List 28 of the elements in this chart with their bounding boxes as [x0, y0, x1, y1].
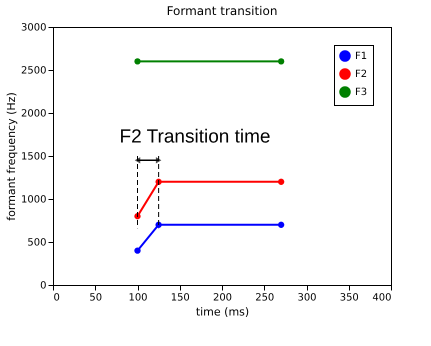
legend-label: F2 — [355, 69, 368, 80]
x-tick-label: 200 — [212, 292, 232, 304]
y-tick-label: 2000 — [21, 108, 46, 120]
x-tick-label: 100 — [128, 292, 148, 304]
y-tick-label: 1500 — [21, 152, 46, 162]
y-tick-label: 500 — [27, 238, 46, 248]
y-tick-label: 1000 — [21, 194, 46, 206]
x-tick-label: 0 — [54, 292, 60, 304]
chart-title: Formant transition — [166, 4, 278, 18]
x-tick-label: 300 — [297, 292, 317, 304]
x-axis-title: time (ms) — [196, 306, 250, 318]
x-tick-label: 350 — [340, 292, 359, 304]
y-tick-label: 0 — [40, 280, 46, 292]
point — [278, 178, 284, 185]
point — [278, 222, 284, 228]
x-tick-label: 250 — [255, 292, 274, 304]
point — [134, 58, 141, 65]
legend-label: F1 — [355, 51, 368, 62]
point — [278, 58, 284, 65]
point — [134, 247, 141, 254]
y-axis-title: formant frequency (Hz) — [5, 92, 18, 221]
annotation: F2 Transition time — [120, 126, 270, 148]
x-tick-label: 150 — [170, 292, 190, 304]
y-tick-label: 3000 — [21, 22, 46, 34]
y-tick-label: 2500 — [21, 66, 46, 76]
x-tick-label: 50 — [89, 292, 102, 304]
x-tick-label: 400 — [372, 292, 392, 304]
legend-label: F3 — [355, 87, 368, 98]
